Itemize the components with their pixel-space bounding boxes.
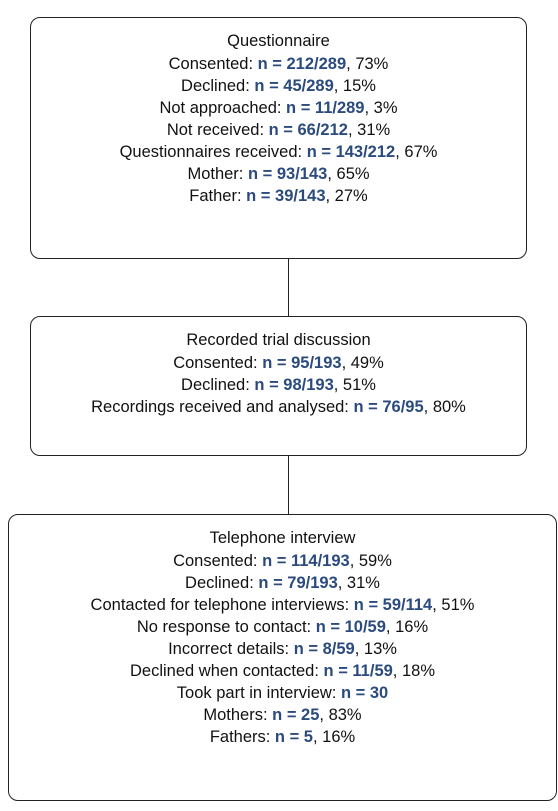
stat-line: Consented: n = 95/193, 49% [31, 352, 526, 374]
box-title: Telephone interview [209, 529, 356, 547]
stat-label: Declined: [181, 376, 255, 394]
stat-count: n = 212/289 [257, 55, 347, 73]
stat-percent: , 16% [312, 728, 356, 746]
stat-label: Incorrect details: [168, 640, 294, 658]
stat-line: Not received: n = 66/212, 31% [31, 119, 526, 141]
stat-line: Declined: n = 45/289, 15% [31, 75, 526, 97]
stat-percent: , 18% [392, 662, 435, 680]
stat-count: n = 93/143 [247, 165, 328, 183]
stat-label: Declined: [181, 77, 255, 95]
stat-count: n = 10/59 [315, 618, 386, 636]
stat-label: Consented: [168, 55, 258, 73]
stat-line: Took part in interview: n = 30 [9, 682, 556, 704]
stat-label: Mother: [187, 165, 248, 183]
stat-percent: , 15% [333, 77, 376, 95]
stat-count: n = 11/59 [323, 662, 393, 680]
box: Telephone interview Consented: n = 114/19… [8, 514, 557, 801]
stat-label: Not received: [166, 121, 269, 139]
stat-line: Not approached: n = 11/289, 3% [31, 97, 526, 119]
stat-label: Consented: [173, 552, 263, 570]
stat-line: Declined: n = 98/193, 51% [31, 374, 526, 396]
stat-label: Declined: [185, 574, 259, 592]
stat-count: n = 59/114 [353, 596, 433, 614]
stat-line: Mother: n = 93/143, 65% [31, 163, 526, 185]
stat-line: Father: n = 39/143, 27% [31, 185, 526, 207]
stat-label: Declined when contacted: [129, 662, 324, 680]
stat-percent: , 80% [423, 398, 466, 416]
stat-count: n = 95/193 [262, 354, 342, 372]
stat-line: Contacted for telephone interviews: n = … [9, 594, 556, 616]
stat-label: Questionnaires received: [119, 143, 307, 161]
stat-count: n = 114/193 [262, 552, 350, 570]
box: Questionnaire Consented: n = 212/289, 73%… [30, 17, 527, 259]
stat-percent: , 67% [395, 143, 438, 161]
stat-percent: , 31% [347, 121, 391, 139]
stat-line: Incorrect details: n = 8/59, 13% [9, 638, 556, 660]
stat-percent: , 59% [349, 552, 392, 570]
stat-line: Recordings received and analysed: n = 76… [31, 396, 526, 418]
stat-percent: , 27% [325, 187, 368, 205]
stat-count: n = 5 [274, 728, 313, 746]
stat-line: Questionnaires received: n = 143/212, 67… [31, 141, 526, 163]
stat-count: n = 98/193 [254, 376, 334, 394]
stat-count: n = 8/59 [293, 640, 355, 658]
stat-line: Declined when contacted: n = 11/59, 18% [9, 660, 556, 682]
connector [288, 259, 289, 316]
stat-count: n = 66/212 [268, 121, 348, 139]
stat-count: n = 39/143 [246, 187, 326, 205]
stat-percent: , 16% [385, 618, 429, 636]
stat-percent: , 51% [432, 596, 475, 614]
stat-label: Recordings received and analysed: [91, 398, 354, 416]
stat-line: Consented: n = 212/289, 73% [31, 53, 526, 75]
stat-count: n = 79/193 [258, 574, 338, 592]
stat-label: No response to contact: [136, 618, 316, 636]
stat-count: n = 25 [272, 706, 320, 724]
stat-percent: , 65% [327, 165, 370, 183]
connector [288, 456, 289, 514]
stat-label: Consented: [173, 354, 263, 372]
stat-line: Mothers: n = 25, 83% [9, 704, 556, 726]
stat-count: n = 76/95 [353, 398, 424, 416]
stat-label: Fathers: [209, 728, 275, 746]
stat-label: Mothers: [203, 706, 273, 724]
stat-line: No response to contact: n = 10/59, 16% [9, 616, 556, 638]
stat-label: Not approached: [159, 99, 287, 117]
stat-percent: , 73% [346, 55, 389, 73]
stat-percent: , 51% [333, 376, 376, 394]
stat-count: n = 30 [340, 684, 389, 702]
box: Recorded trial discussion Consented: n = … [30, 316, 527, 456]
stat-count: n = 45/289 [254, 77, 334, 95]
stat-label: Father: [189, 187, 247, 205]
stat-line: Fathers: n = 5, 16% [9, 726, 556, 748]
box-title: Questionnaire [227, 32, 330, 50]
stat-label: Contacted for telephone interviews: [90, 596, 354, 614]
stat-line: Declined: n = 79/193, 31% [9, 572, 556, 594]
stat-percent: , 83% [319, 706, 362, 724]
stat-count: n = 143/212 [306, 143, 396, 161]
stat-percent: , 13% [354, 640, 397, 658]
stat-count: n = 11/289 [286, 99, 365, 117]
stat-line: Consented: n = 114/193, 59% [9, 550, 556, 572]
stat-percent: , 31% [337, 574, 380, 592]
stat-percent: , 49% [341, 354, 384, 372]
stat-label: Took part in interview: [176, 684, 341, 702]
box-title: Recorded trial discussion [186, 331, 371, 349]
stat-percent: , 3% [364, 99, 398, 117]
